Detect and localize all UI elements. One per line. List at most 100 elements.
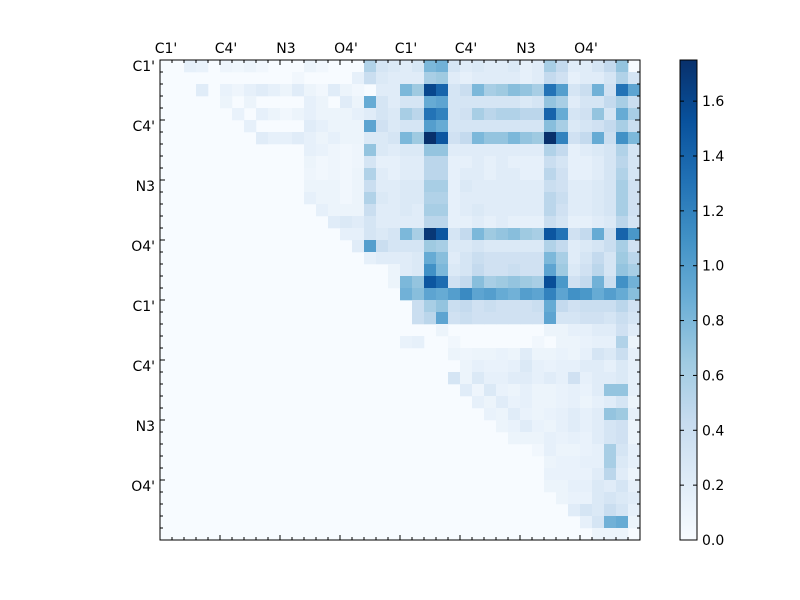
heatmap-cell	[580, 420, 593, 433]
heatmap-cell	[568, 144, 581, 157]
heatmap-cell	[364, 192, 377, 205]
heatmap-cell	[484, 180, 497, 193]
colorbar-tick-label: 0.6	[702, 368, 724, 384]
heatmap-cell	[568, 360, 581, 373]
heatmap-cell	[436, 132, 449, 145]
heatmap-cell	[568, 276, 581, 289]
heatmap-cell	[592, 108, 605, 121]
heatmap-cell	[580, 456, 593, 469]
heatmap-cell	[628, 456, 641, 469]
heatmap-cell	[388, 60, 401, 73]
heatmap-cell	[460, 252, 473, 265]
heatmap-cell	[580, 252, 593, 265]
heatmap-cell	[376, 84, 389, 97]
heatmap-cell	[616, 156, 629, 169]
heatmap-cell	[556, 300, 569, 313]
heatmap-cell	[628, 348, 641, 361]
heatmap-cell	[544, 420, 557, 433]
heatmap-cell	[556, 492, 569, 505]
heatmap-cell	[256, 132, 269, 145]
heatmap-cell	[568, 156, 581, 169]
heatmap-cell	[556, 132, 569, 145]
heatmap-cell	[460, 312, 473, 325]
heatmap-cell	[460, 192, 473, 205]
heatmap-cell	[604, 264, 617, 277]
heatmap-cell	[568, 168, 581, 181]
heatmap-cell	[556, 432, 569, 445]
heatmap-cell	[340, 180, 353, 193]
heatmap-cell	[544, 60, 557, 73]
y-tick-labels: C1' C4' N3 O4' C1' C4' N3 O4'	[131, 59, 155, 495]
heatmap-plot-area	[159, 59, 641, 541]
heatmap-cell	[412, 168, 425, 181]
heatmap-cell	[580, 300, 593, 313]
heatmap-cell	[556, 180, 569, 193]
heatmap-cell	[544, 468, 557, 481]
heatmap-cell	[364, 108, 377, 121]
heatmap-cell	[412, 84, 425, 97]
heatmap-cell	[496, 120, 509, 133]
heatmap-cell	[616, 108, 629, 121]
heatmap-cell	[508, 300, 521, 313]
heatmap-cell	[340, 192, 353, 205]
heatmap-cell	[448, 108, 461, 121]
heatmap-cell	[496, 72, 509, 85]
heatmap-cell	[400, 144, 413, 157]
heatmap-cell	[532, 312, 545, 325]
heatmap-cell	[628, 228, 641, 241]
heatmap-cell	[460, 108, 473, 121]
heatmap-cell	[376, 60, 389, 73]
heatmap-cell	[592, 396, 605, 409]
heatmap-cell	[448, 240, 461, 253]
heatmap-cell	[592, 444, 605, 457]
heatmap-cell	[520, 204, 533, 217]
heatmap-cell	[232, 60, 245, 73]
heatmap-cell	[496, 228, 509, 241]
heatmap-cell	[532, 168, 545, 181]
heatmap-cell	[532, 288, 545, 301]
heatmap-cell	[496, 252, 509, 265]
heatmap-cell	[580, 192, 593, 205]
heatmap-cell	[472, 204, 485, 217]
heatmap-cell	[520, 372, 533, 385]
heatmap-cell	[592, 252, 605, 265]
heatmap-cell	[388, 240, 401, 253]
heatmap-cell	[580, 468, 593, 481]
heatmap-cell	[580, 132, 593, 145]
heatmap-cell	[604, 168, 617, 181]
heatmap-cell	[616, 468, 629, 481]
heatmap-cell	[604, 396, 617, 409]
heatmap-cell	[568, 72, 581, 85]
heatmap-cell	[544, 312, 557, 325]
heatmap-cell	[580, 396, 593, 409]
heatmap-cell	[448, 336, 461, 349]
colorbar-tick-label: 0.0	[702, 533, 724, 549]
heatmap-cell	[508, 420, 521, 433]
heatmap-cell	[448, 312, 461, 325]
heatmap-cell	[532, 360, 545, 373]
heatmap-cell	[568, 180, 581, 193]
heatmap-cell	[628, 216, 641, 229]
heatmap-cell	[412, 312, 425, 325]
heatmap-cell	[604, 312, 617, 325]
colorbar-tick-label: 0.2	[702, 478, 724, 494]
heatmap-cell	[520, 240, 533, 253]
heatmap-cell	[520, 276, 533, 289]
x-tick-label: C4'	[455, 41, 478, 57]
heatmap-cell	[352, 84, 365, 97]
heatmap-cell	[592, 348, 605, 361]
heatmap-cell	[544, 228, 557, 241]
heatmap-cell	[340, 144, 353, 157]
heatmap-cell	[604, 252, 617, 265]
heatmap-cell	[340, 120, 353, 133]
heatmap-cell	[388, 144, 401, 157]
heatmap-cell	[544, 348, 557, 361]
heatmap-cell	[496, 96, 509, 109]
heatmap-cell	[448, 228, 461, 241]
heatmap-cell	[292, 84, 305, 97]
heatmap-cell	[412, 192, 425, 205]
heatmap-cell	[580, 492, 593, 505]
heatmap-cell	[496, 60, 509, 73]
heatmap-cell	[520, 396, 533, 409]
heatmap-cell	[244, 96, 257, 109]
